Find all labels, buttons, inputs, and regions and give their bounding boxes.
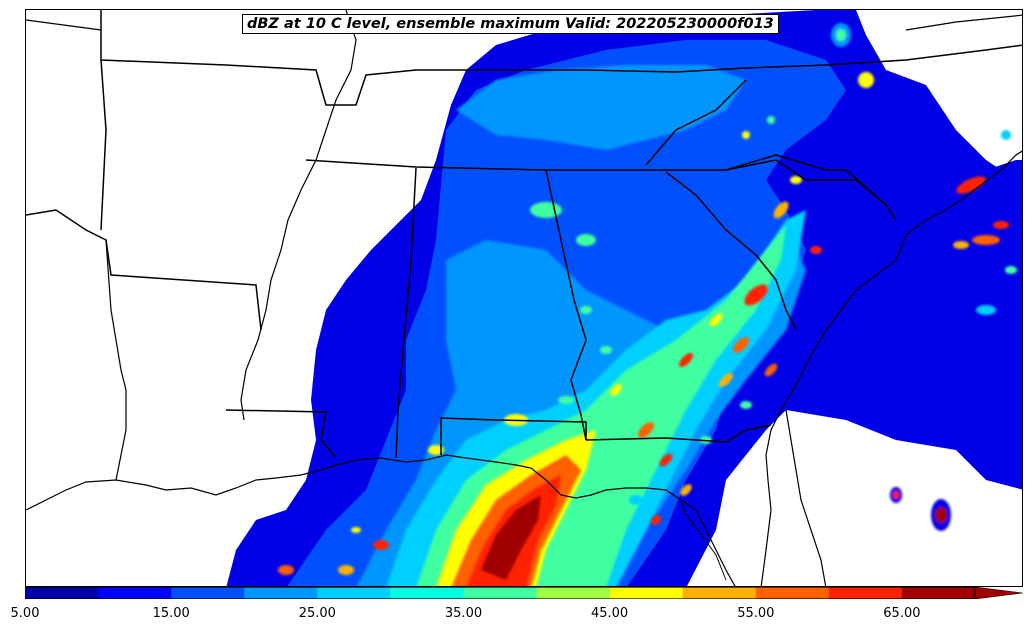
florida-west-coast: [680, 499, 727, 581]
state-boundary-fl-al: [440, 417, 587, 455]
precip-field: [226, 10, 1022, 586]
colorbar-tick-label: 65.00: [883, 606, 921, 621]
colorbar-extend-arrow: [974, 587, 1023, 599]
colorbar-swatch: [25, 587, 99, 599]
colorbar-outline: [25, 587, 976, 599]
colorbar-tick-label: 35.00: [444, 606, 483, 621]
offshore-cells: [742, 23, 1017, 531]
colorbar-tick-label: 55.00: [737, 606, 775, 621]
precip-light-blue-north: [456, 65, 746, 150]
colorbar-tick-label: 15.00: [152, 606, 190, 621]
state-boundary-ms-al: [395, 167, 417, 459]
atlantic-coastline: [760, 150, 1022, 586]
colorbar-swatch: [755, 587, 830, 599]
state-boundary-la: [225, 409, 337, 459]
state-boundary-tx-ok: [100, 59, 107, 231]
reflectivity-map: [26, 10, 1022, 586]
mississippi-river: [240, 10, 357, 421]
state-boundary-nc-sc: [725, 159, 897, 221]
atlantic-south-coast: [785, 409, 827, 586]
precip-darkred-core: [481, 495, 541, 580]
colorbar-swatch: [171, 587, 245, 599]
colorbar-swatch: [317, 587, 391, 599]
state-boundary-ar-la: [26, 209, 262, 331]
colorbar-swatch: [828, 587, 903, 599]
colorbar-tick-label: 5.00: [10, 606, 40, 621]
colorbar-swatch: [682, 587, 757, 599]
state-boundary-fl-ga: [585, 424, 772, 443]
state-boundary-ga-sc: [665, 171, 797, 331]
colorbar-swatch: [244, 587, 318, 599]
map-panel: [25, 9, 1023, 587]
state-boundary-north: [100, 10, 1022, 106]
convective-cells: [278, 176, 822, 575]
colorbar-tick-label: 25.00: [298, 606, 336, 621]
colorbar-swatch: [609, 587, 684, 599]
colorbar-swatch: [536, 587, 611, 599]
colorbar: [25, 587, 1023, 599]
state-boundary-va-nc: [645, 79, 747, 166]
boundaries: [26, 10, 1022, 586]
colorbar-swatch: [463, 587, 538, 599]
colorbar-swatch: [390, 587, 464, 599]
colorbar-swatches: [25, 587, 1023, 599]
colorbar-tick-label: 45.00: [590, 606, 629, 621]
map-title: dBZ at 10 C level, ensemble maximum Vali…: [242, 14, 779, 34]
colorbar-swatch: [98, 587, 172, 599]
state-boundary-midwest: [905, 14, 1022, 31]
colorbar-swatch: [901, 587, 976, 599]
state-boundary-tx-la: [105, 239, 127, 481]
state-boundary-west: [26, 19, 102, 31]
state-boundary-al-ga: [545, 169, 587, 441]
gulf-coastline: [26, 454, 736, 586]
